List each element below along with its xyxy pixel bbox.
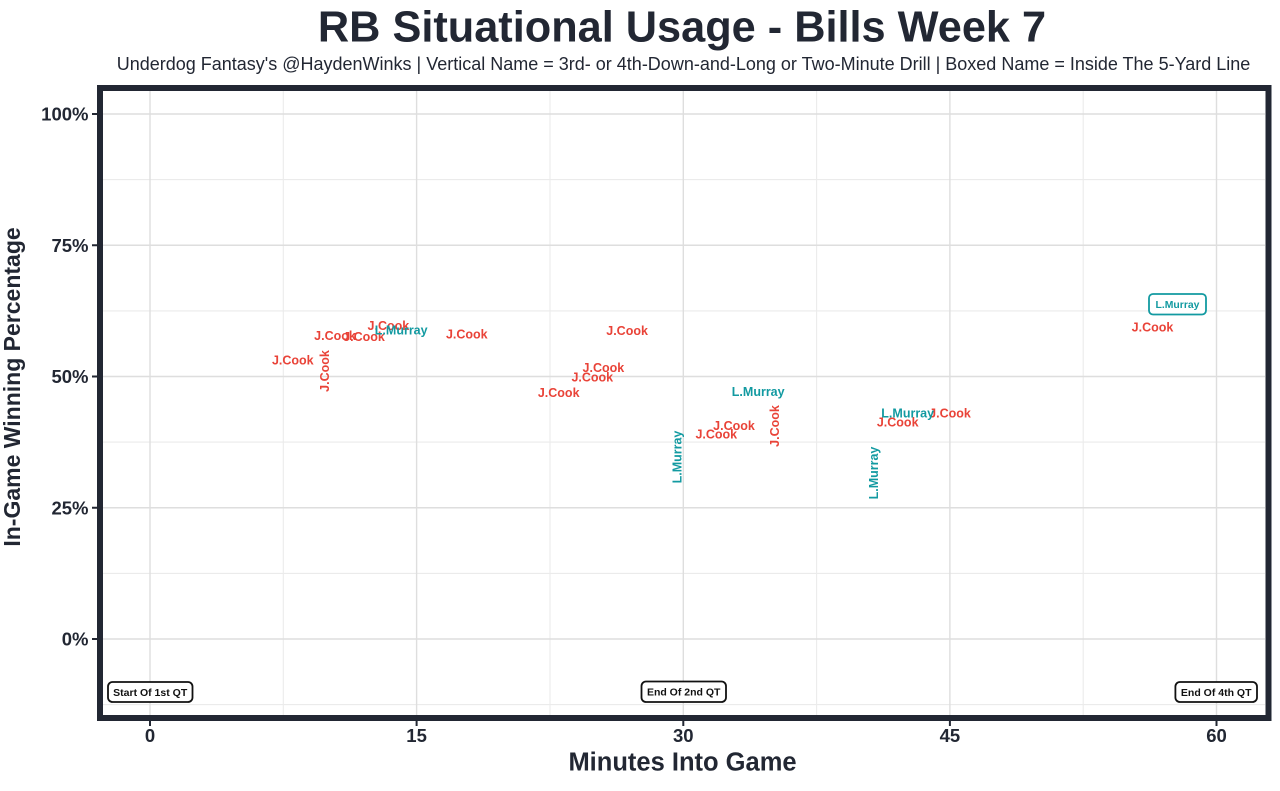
svg-text:75%: 75% [51, 235, 88, 256]
svg-text:L.Murray: L.Murray [732, 385, 785, 399]
svg-text:50%: 50% [51, 366, 88, 387]
svg-text:0%: 0% [62, 629, 89, 650]
svg-text:Underdog Fantasy's @HaydenWink: Underdog Fantasy's @HaydenWinks | Vertic… [117, 54, 1251, 74]
svg-text:J.Cook: J.Cook [583, 361, 625, 375]
svg-text:J.Cook: J.Cook [606, 324, 648, 338]
svg-text:60: 60 [1206, 725, 1227, 746]
svg-text:0: 0 [145, 725, 155, 746]
svg-text:L.Murray: L.Murray [1156, 300, 1200, 311]
svg-text:J.Cook: J.Cook [368, 319, 410, 333]
svg-text:30: 30 [673, 725, 694, 746]
svg-text:J.Cook: J.Cook [343, 330, 385, 344]
svg-text:15: 15 [406, 725, 427, 746]
svg-text:J.Cook: J.Cook [713, 419, 755, 433]
svg-text:J.Cook: J.Cook [571, 371, 613, 385]
svg-text:J.Cook: J.Cook [538, 386, 580, 400]
svg-text:Start Of 1st QT: Start Of 1st QT [113, 687, 188, 699]
svg-text:J.Cook: J.Cook [877, 415, 919, 429]
svg-text:In-Game Winning Percentage: In-Game Winning Percentage [0, 227, 25, 546]
svg-text:Minutes Into Game: Minutes Into Game [568, 749, 796, 777]
svg-text:L.Murray: L.Murray [671, 431, 685, 484]
svg-text:J.Cook: J.Cook [446, 327, 488, 341]
svg-text:L.Murray: L.Murray [881, 407, 934, 421]
svg-text:J.Cook: J.Cook [272, 354, 314, 368]
svg-text:J.Cook: J.Cook [929, 407, 971, 421]
svg-text:25%: 25% [51, 497, 88, 518]
svg-text:J.Cook: J.Cook [695, 428, 737, 442]
svg-text:J.Cook: J.Cook [318, 350, 332, 392]
svg-text:100%: 100% [41, 104, 88, 125]
svg-text:L.Murray: L.Murray [375, 324, 428, 338]
svg-text:L.Murray: L.Murray [867, 447, 881, 500]
svg-text:RB Situational Usage - Bills W: RB Situational Usage - Bills Week 7 [318, 3, 1046, 51]
svg-text:J.Cook: J.Cook [314, 329, 356, 343]
svg-text:J.Cook: J.Cook [1132, 320, 1174, 334]
svg-text:J.Cook: J.Cook [768, 405, 782, 447]
svg-text:45: 45 [940, 725, 961, 746]
svg-text:End Of 2nd QT: End Of 2nd QT [647, 687, 721, 699]
svg-text:End Of 4th QT: End Of 4th QT [1181, 687, 1252, 699]
